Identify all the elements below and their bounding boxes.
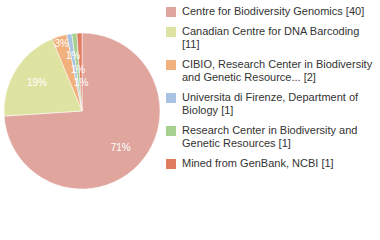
- legend-item: Universita di Firenze, Department of Bio…: [166, 91, 376, 117]
- data-label: 19%: [27, 77, 47, 88]
- legend-text: Research Center in Biodiversity and Gene…: [182, 124, 357, 149]
- legend-swatch: [166, 7, 176, 17]
- slice-labels: 71%19%3%1%1%1%: [27, 38, 131, 152]
- slices: [4, 33, 160, 189]
- legend-text: Canadian Centre for DNA Barcoding [11]: [182, 25, 359, 50]
- legend-item: Centre for Biodiversity Genomics [40]: [166, 5, 376, 18]
- pie-area: 71%19%3%1%1%1%: [0, 0, 165, 240]
- legend: Centre for Biodiversity Genomics [40] Can…: [166, 5, 376, 177]
- legend-item: CIBIO, Research Center in Biodiversity a…: [166, 58, 376, 84]
- legend-text: Centre for Biodiversity Genomics [40]: [182, 5, 364, 17]
- legend-item: Canadian Centre for DNA Barcoding [11]: [166, 25, 376, 51]
- legend-item: Research Center in Biodiversity and Gene…: [166, 124, 376, 150]
- legend-text: Universita di Firenze, Department of Bio…: [182, 91, 358, 116]
- legend-swatch: [166, 27, 176, 37]
- data-label: 71%: [111, 142, 131, 153]
- data-label: 1%: [71, 64, 86, 75]
- data-label: 3%: [54, 38, 69, 49]
- data-label: 1%: [66, 50, 81, 61]
- slice: [4, 33, 160, 189]
- legend-swatch: [166, 159, 176, 169]
- legend-text: Mined from GenBank, NCBI [1]: [182, 157, 334, 169]
- legend-item: Mined from GenBank, NCBI [1]: [166, 157, 376, 170]
- legend-swatch: [166, 126, 176, 136]
- data-label: 1%: [74, 77, 89, 88]
- legend-swatch: [166, 60, 176, 70]
- legend-swatch: [166, 93, 176, 103]
- legend-text: CIBIO, Research Center in Biodiversity a…: [182, 58, 372, 83]
